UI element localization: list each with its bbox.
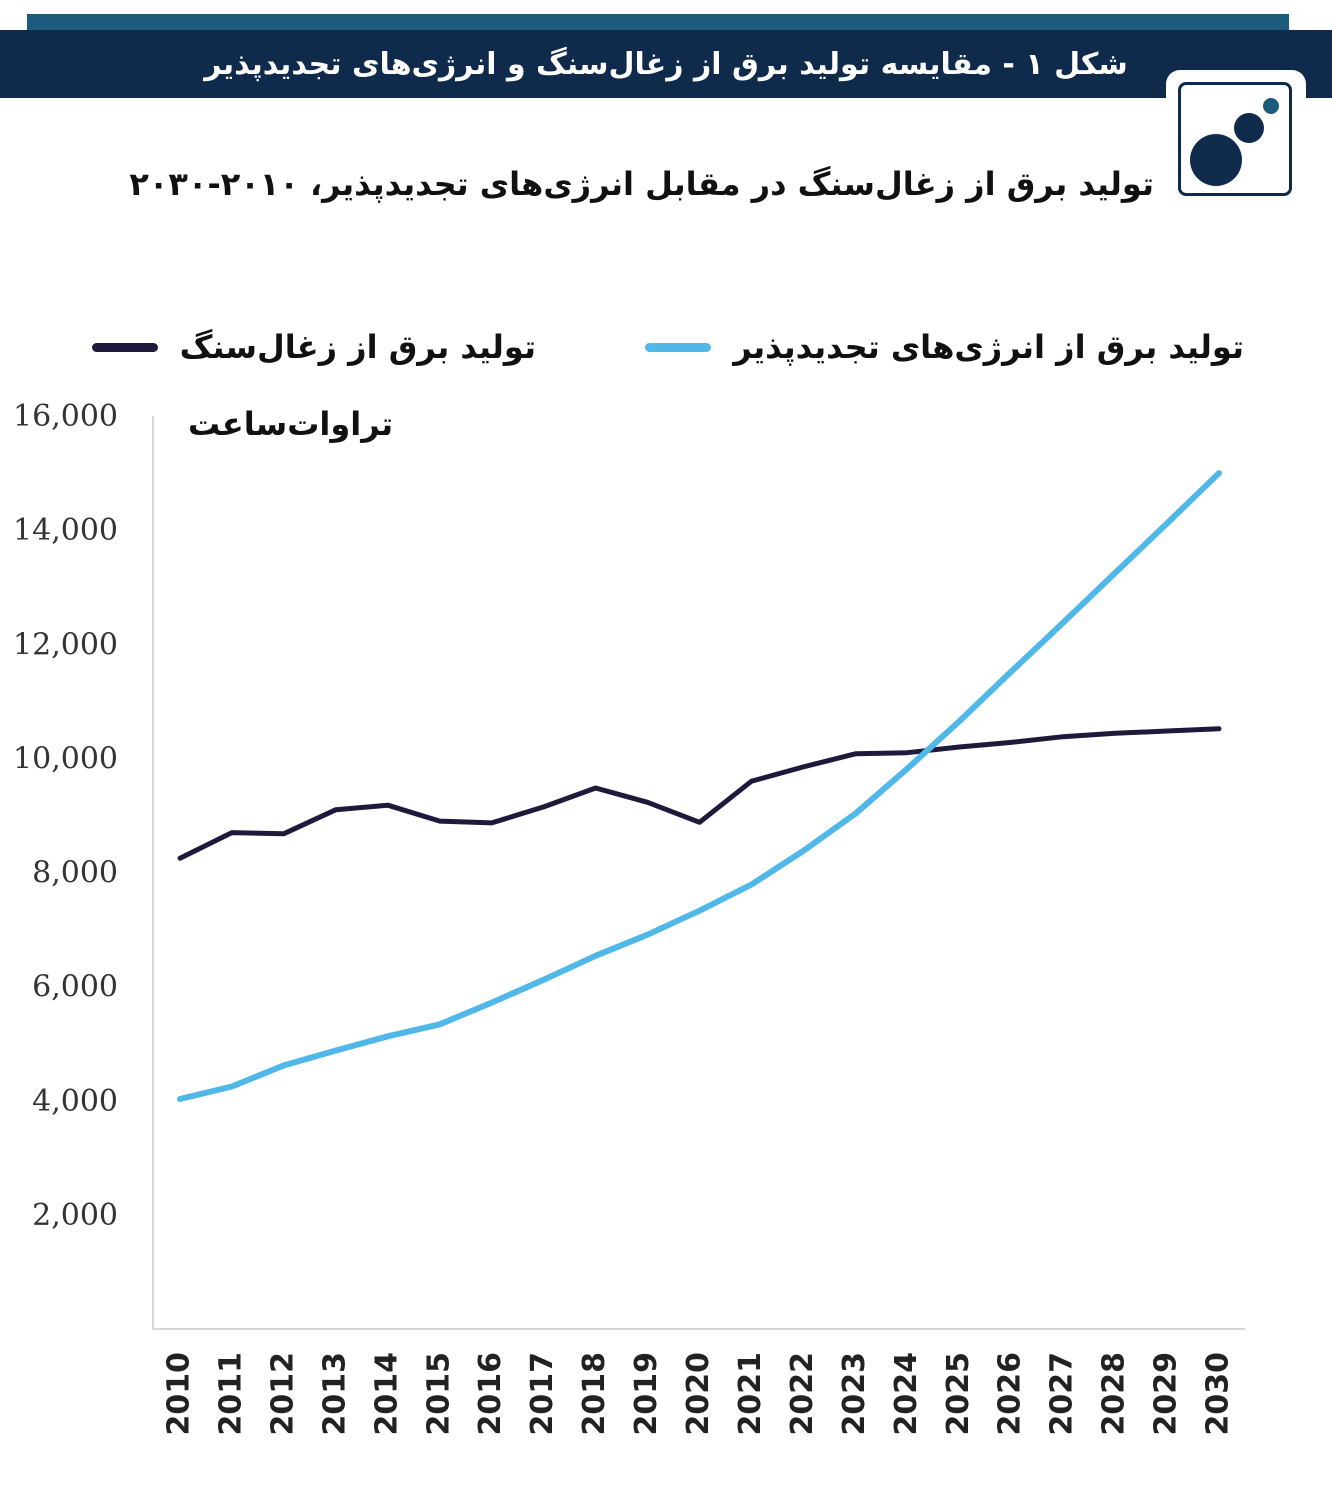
x-tick-label: 2020: [681, 1352, 716, 1436]
x-tick-label: 2015: [421, 1352, 456, 1436]
y-tick-label: 10,000: [13, 741, 118, 776]
x-tick-label: 2012: [265, 1352, 300, 1436]
circles-logo-icon: [1178, 82, 1292, 196]
x-tick-label: 2029: [1149, 1352, 1184, 1436]
y-tick-label: 12,000: [13, 627, 118, 662]
chart-title: تولید برق از زغال‌سنگ در مقابل انرژی‌های…: [129, 165, 1154, 203]
x-tick-label: 2027: [1045, 1352, 1080, 1436]
x-tick-label: 2013: [317, 1352, 352, 1436]
coal-series-line: [177, 726, 1222, 861]
x-tick-label: 2010: [162, 1352, 197, 1436]
renewables-series-line: [177, 470, 1222, 1102]
legend-item-renewables: تولید برق از انرژی‌های تجدیدپذیر: [645, 325, 1244, 369]
x-tick-label: 2011: [213, 1352, 248, 1436]
x-tick-label: 2018: [577, 1352, 612, 1436]
y-tick-label: 4,000: [32, 1084, 118, 1119]
figure-banner: شکل ۱ - مقایسه تولید برق از زغال‌سنگ و ا…: [0, 30, 1332, 98]
y-tick-label: 14,000: [13, 513, 118, 548]
x-tick-label: 2019: [629, 1352, 664, 1436]
x-tick-label: 2030: [1201, 1352, 1236, 1436]
x-tick-label: 2022: [785, 1352, 820, 1436]
x-tick-label: 2024: [889, 1352, 924, 1436]
legend-label-renewables: تولید برق از انرژی‌های تجدیدپذیر: [733, 328, 1244, 366]
legend-label-coal: تولید برق از زغال‌سنگ: [179, 328, 536, 366]
x-tick-label: 2017: [525, 1352, 560, 1436]
x-tick-label: 2021: [733, 1352, 768, 1436]
x-tick-label: 2023: [837, 1352, 872, 1436]
y-axis-unit-label: تراوات‌ساعت: [188, 405, 394, 443]
legend-swatch-coal: [91, 342, 158, 352]
x-tick-label: 2028: [1097, 1352, 1132, 1436]
x-tick-label: 2025: [941, 1352, 976, 1436]
y-tick-label: 2,000: [32, 1198, 118, 1233]
y-tick-label: 8,000: [32, 856, 118, 891]
y-tick-label: 16,000: [13, 399, 118, 434]
x-tick-label: 2026: [993, 1352, 1028, 1436]
logo-graphic: [1190, 98, 1279, 186]
banner-title: شکل ۱ - مقایسه تولید برق از زغال‌سنگ و ا…: [204, 46, 1128, 82]
x-tick-label: 2014: [369, 1352, 404, 1436]
accent-strip: [27, 14, 1289, 30]
x-tick-label: 2016: [473, 1352, 508, 1436]
y-tick-label: 6,000: [32, 970, 118, 1005]
legend-swatch-renewables: [645, 342, 712, 352]
legend-item-coal: تولید برق از زغال‌سنگ: [91, 325, 536, 369]
